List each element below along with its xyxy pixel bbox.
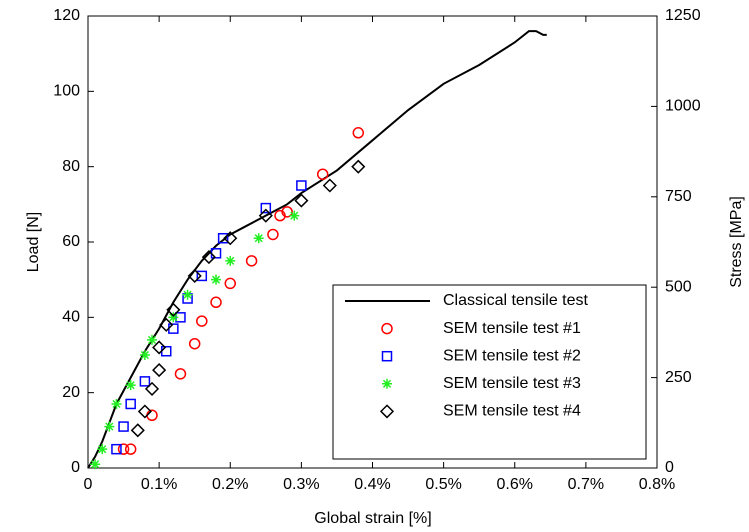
diamond-marker [187, 268, 202, 283]
diamond-marker [351, 159, 366, 174]
legend-label: Classical tensile test [443, 292, 589, 309]
star-marker [253, 233, 264, 244]
x-tick-label: 0.2% [212, 476, 248, 493]
data-line [87, 30, 547, 469]
y2-tick-label: 0 [665, 459, 674, 476]
circle-marker [117, 443, 130, 455]
y-tick-label: 0 [71, 459, 80, 476]
diamond-marker [258, 208, 273, 223]
x-tick-label: 0.6% [497, 476, 533, 493]
diamond-marker [152, 363, 167, 378]
circle-marker [267, 228, 279, 241]
circle-marker [188, 337, 201, 350]
star-marker [211, 274, 222, 285]
y2-tick-label: 750 [665, 188, 692, 205]
y2-tick-label: 1000 [665, 98, 701, 115]
y2-axis-label: Stress [MPa] [728, 196, 745, 288]
diamond-marker [130, 423, 145, 438]
circle-marker [224, 277, 236, 290]
y-axis-label: Load [N] [25, 212, 42, 272]
square-marker [139, 376, 151, 387]
legend-swatch [381, 350, 393, 362]
x-tick-label: 0.3% [283, 476, 319, 493]
star-marker [125, 380, 136, 391]
square-marker [296, 180, 307, 191]
y2-tick-label: 500 [665, 278, 692, 295]
legend-label: SEM tensile test #2 [443, 347, 581, 364]
star-marker [168, 312, 179, 323]
square-marker [118, 421, 129, 432]
x-tick-label: 0.4% [354, 476, 390, 493]
legend-label: SEM tensile test #1 [443, 320, 581, 337]
square-marker [168, 323, 179, 334]
diamond-marker [166, 302, 181, 317]
star-marker [97, 444, 108, 455]
legend-swatch [379, 404, 395, 419]
circle-marker [174, 368, 187, 380]
y-tick-label: 80 [62, 158, 80, 175]
star-marker [289, 210, 300, 221]
circle-marker [352, 127, 365, 139]
legend-label: SEM tensile test #4 [443, 403, 581, 420]
circle-marker [124, 443, 137, 455]
square-marker [125, 398, 136, 410]
y-tick-label: 100 [53, 83, 80, 100]
square-marker [260, 202, 272, 214]
y2-tick-label: 1250 [665, 7, 701, 24]
star-marker [147, 334, 158, 345]
circle-marker [146, 409, 158, 422]
square-marker [217, 232, 229, 244]
star-marker [182, 289, 193, 300]
x-tick-label: 0.1% [141, 476, 177, 493]
square-marker [111, 443, 122, 455]
star-marker [139, 350, 150, 360]
x-tick-label: 0.5% [425, 476, 461, 493]
legend-label: SEM tensile test #3 [443, 375, 581, 392]
square-marker [160, 345, 172, 357]
y2-tick-label: 250 [665, 369, 692, 386]
y-tick-label: 60 [62, 233, 80, 250]
diamond-marker [223, 231, 238, 246]
square-marker [196, 270, 208, 282]
x-tick-label: 0 [84, 476, 93, 493]
x-tick-label: 0.8% [639, 476, 675, 493]
circle-marker [196, 315, 208, 327]
x-axis-label: Global strain [%] [314, 510, 431, 527]
circle-marker [316, 168, 329, 180]
y-tick-label: 40 [62, 309, 80, 326]
diamond-marker [137, 404, 152, 419]
circle-marker [210, 296, 222, 309]
diamond-marker [152, 340, 167, 355]
legend-swatch [382, 378, 392, 389]
legend-swatch [381, 322, 393, 335]
y-tick-label: 120 [53, 7, 80, 24]
y-tick-label: 20 [62, 384, 80, 401]
star-marker [225, 255, 236, 266]
circle-marker [245, 255, 258, 267]
diamond-marker [322, 178, 337, 193]
star-marker [111, 398, 122, 409]
diamond-marker [201, 250, 216, 265]
star-marker [104, 421, 115, 432]
circle-marker [281, 206, 293, 218]
x-tick-label: 0.7% [568, 476, 604, 493]
diamond-marker [159, 317, 174, 332]
diamond-marker [294, 193, 309, 208]
diamond-marker [144, 381, 160, 396]
star-marker [90, 459, 101, 470]
legend-box [332, 284, 647, 460]
